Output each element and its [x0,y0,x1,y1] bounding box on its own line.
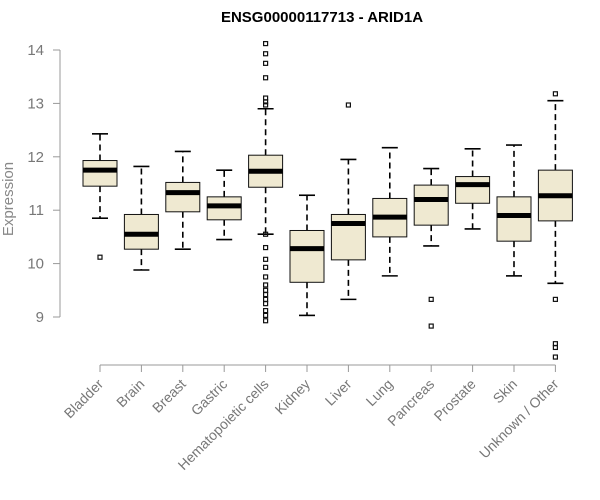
box-group [248,40,284,324]
box-group [496,144,532,277]
y-tick-label: 14 [27,42,44,59]
outlier-point [263,312,269,318]
outlier-point [428,296,434,302]
chart-title: ENSG00000117713 - ARID1A [221,9,423,26]
x-tick-label: Unknown / Other [476,376,562,462]
box-group [413,167,449,329]
box-group [330,102,366,301]
y-tick-label: 9 [36,309,44,326]
box-group [206,169,242,241]
x-tick-label: Prostate [431,376,479,424]
outlier-point [263,318,269,324]
iqr-box [165,181,201,213]
outlier-point [263,102,269,108]
outlier-point [552,344,559,351]
outlier-point [552,296,559,302]
outlier-point [428,323,434,329]
box-series [82,40,573,360]
x-tick-label: Lung [363,376,396,409]
outlier-point [263,60,269,66]
outlier-point [345,102,351,108]
box-group [372,146,408,277]
outlier-point [263,99,269,105]
y-tick-label: 11 [28,202,44,219]
y-tick-label: 13 [27,95,44,112]
outlier-point [263,282,269,288]
box-group [537,91,573,360]
outlier-point [263,291,269,298]
outlier-point [263,244,269,251]
outlier-point [552,91,559,97]
iqr-box [496,196,532,242]
box-group [289,194,325,317]
x-tick-label: Bladder [61,376,107,422]
y-axis: 9 10 11 12 13 14 [27,42,61,326]
x-tick-label: Brain [113,376,147,410]
outlier-point [263,296,269,302]
box-group [82,133,118,260]
iqr-box [82,160,118,187]
outlier-point [263,307,269,314]
outlier-point [263,40,269,47]
x-tick-label: Kidney [272,376,314,418]
y-axis-label: Expression [0,162,17,236]
outlier-point [263,231,269,237]
box-group [455,147,491,230]
iqr-box [289,229,325,283]
box-group [165,150,201,250]
outlier-point [263,256,269,262]
outlier-point [97,254,103,260]
outlier-point [263,287,269,293]
outlier-point [263,75,269,81]
iqr-box [455,176,491,204]
iqr-box [413,184,449,226]
y-tick-label: 12 [27,149,44,166]
outlier-point [263,301,269,307]
outlier-point [263,274,269,280]
outlier-point [263,51,269,57]
outlier-point [552,354,559,360]
outlier-point [263,264,269,270]
x-tick-label: Skin [490,376,521,407]
box-group [123,165,159,271]
y-tick-label: 10 [27,256,44,273]
x-tick-label: Liver [322,376,355,409]
x-tick-label: Breast [149,376,189,416]
